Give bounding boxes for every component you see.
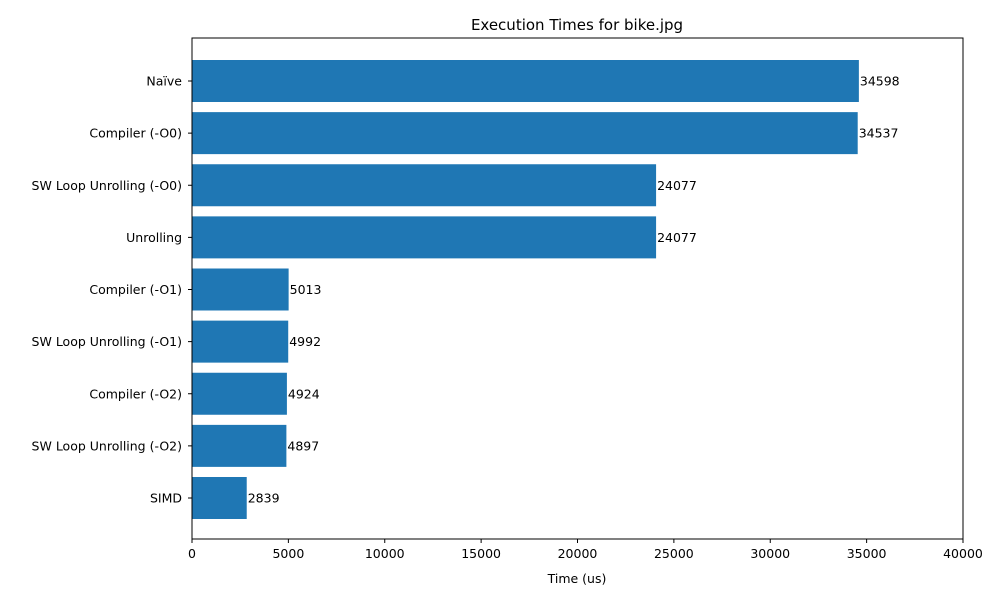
x-tick-label-0: 0	[188, 546, 196, 561]
y-tick-label-3: Unrolling	[126, 230, 182, 245]
bar-8	[192, 477, 247, 519]
y-tick-label-2: SW Loop Unrolling (-O0)	[32, 178, 182, 193]
y-tick-label-7: SW Loop Unrolling (-O2)	[32, 438, 182, 453]
data-labels-group: 34598 34537 24077 24077 5013 4992 4924 4897 2839	[248, 74, 900, 506]
data-label-5: 4992	[289, 334, 321, 349]
data-label-3: 24077	[657, 230, 697, 245]
bar-4	[192, 268, 289, 311]
data-label-0: 34598	[860, 74, 900, 89]
x-tick-label-1: 5000	[272, 546, 304, 561]
data-label-6: 4924	[288, 386, 320, 401]
y-axis-ticks: Naïve Compiler (-O0) SW Loop Unrolling (-O…	[32, 74, 192, 506]
y-tick-label-5: SW Loop Unrolling (-O1)	[32, 334, 182, 349]
y-tick-label-1: Compiler (-O0)	[89, 126, 182, 141]
data-label-8: 2839	[248, 491, 280, 506]
y-tick-label-8: SIMD	[150, 491, 182, 506]
x-tick-label-5: 25000	[654, 546, 694, 561]
data-label-4: 5013	[290, 282, 322, 297]
bar-7	[192, 424, 287, 467]
bar-0	[192, 60, 859, 102]
data-label-2: 24077	[657, 178, 697, 193]
bar-1	[192, 112, 858, 155]
y-tick-label-6: Compiler (-O2)	[89, 386, 182, 401]
bar-2	[192, 164, 657, 207]
y-tick-label-0: Naïve	[146, 74, 182, 89]
y-tick-label-4: Compiler (-O1)	[89, 282, 182, 297]
x-tick-label-6: 30000	[750, 546, 790, 561]
bar-6	[192, 372, 287, 415]
bar-3	[192, 216, 657, 259]
x-axis-label: Time (us)	[547, 571, 607, 586]
x-tick-label-4: 20000	[558, 546, 598, 561]
x-tick-label-3: 15000	[461, 546, 501, 561]
x-axis-ticks: 0 5000 10000 15000 20000 25000 30000 35000 40000	[188, 539, 983, 561]
x-tick-label-7: 35000	[847, 546, 887, 561]
chart-title: Execution Times for bike.jpg	[471, 16, 683, 34]
bar-5	[192, 320, 289, 363]
x-tick-label-8: 40000	[943, 546, 983, 561]
bars-group	[192, 60, 859, 519]
x-tick-label-2: 10000	[365, 546, 405, 561]
plot-frame	[191, 37, 964, 540]
data-label-7: 4897	[287, 438, 319, 453]
data-label-1: 34537	[859, 126, 899, 141]
